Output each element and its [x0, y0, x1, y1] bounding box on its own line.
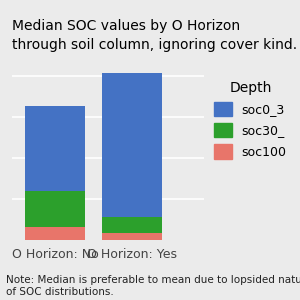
Text: Note: Median is preferable to mean due to lopsided nature
of SOC distributions.: Note: Median is preferable to mean due t…: [6, 274, 300, 297]
Text: Median SOC values by O Horizon
through soil column, ignoring cover kind.: Median SOC values by O Horizon through s…: [12, 20, 297, 52]
Bar: [102, 217, 162, 233]
Bar: [102, 233, 162, 240]
Bar: [26, 227, 85, 240]
Legend: soc0_3, soc30_, soc100: soc0_3, soc30_, soc100: [214, 81, 286, 159]
Bar: [26, 106, 85, 191]
Bar: [102, 73, 162, 217]
Bar: [26, 191, 85, 227]
